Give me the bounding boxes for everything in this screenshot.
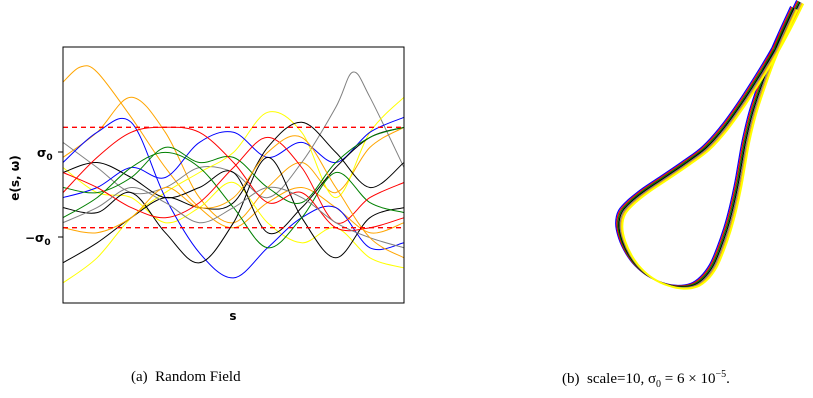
- series-line-10: [62, 126, 405, 235]
- series-line-9: [62, 156, 405, 264]
- series-line-3: [62, 71, 405, 199]
- panel-a-series-group: [62, 65, 405, 284]
- series-line-2: [62, 96, 405, 224]
- series-line-15: [62, 186, 405, 249]
- series-line-13: [62, 126, 405, 232]
- panel-a-ylabel: e(s, ω): [8, 155, 22, 200]
- series-line-14: [62, 136, 405, 224]
- ytick-label-sigma0: σ0: [37, 146, 53, 163]
- panel-a-reference-lines: [63, 126, 404, 229]
- loop-curve-3: [617, 1, 800, 288]
- panel-a-xlabel: s: [229, 309, 236, 323]
- panel-b-loop-curves: [615, 0, 805, 290]
- series-line-6: [62, 117, 405, 279]
- loop-curve-7: [621, 3, 805, 290]
- panel-a-axes-frame: [62, 46, 405, 304]
- caption-a: (a) Random Field: [131, 369, 241, 385]
- ytick-label-neg-sigma0: −σ0: [25, 231, 51, 248]
- caption-b: (b) scale=10, σ0 = 6 × 10−5.: [562, 369, 730, 390]
- panel-a-random-field: σ0 −σ0 e(s, ω) s: [8, 46, 405, 323]
- series-line-16: [62, 135, 405, 259]
- series-line-8: [62, 121, 405, 264]
- series-line-4: [62, 96, 405, 284]
- series-line-12: [62, 126, 405, 204]
- loop-curve-1: [615, 0, 798, 287]
- loop-curve-2: [616, 0, 799, 287]
